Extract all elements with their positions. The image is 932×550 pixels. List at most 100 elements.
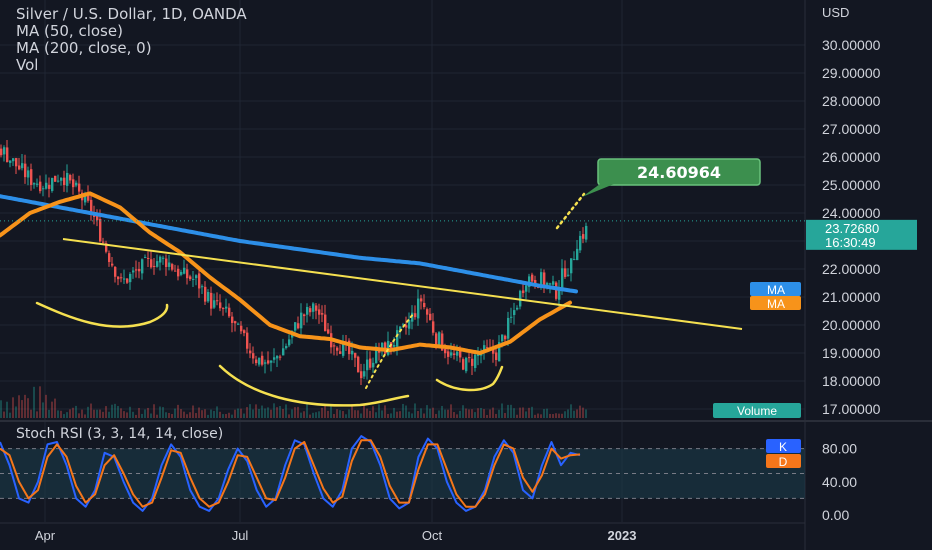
candle-body [546, 282, 549, 287]
volume-bar [195, 413, 197, 418]
candle-body [300, 312, 303, 329]
candle-body [264, 362, 267, 364]
volume-bar [21, 400, 23, 418]
candle-body [471, 358, 474, 366]
candle-body [450, 352, 453, 356]
candle-body [276, 355, 279, 359]
candle-body [561, 268, 564, 289]
volume-bar [249, 404, 251, 418]
volume-bar [66, 412, 68, 418]
candle-body [246, 332, 249, 349]
volume-bar [378, 404, 380, 418]
volume-bar [57, 410, 59, 418]
candle-body [210, 292, 213, 309]
candle-body [39, 181, 42, 192]
candle-body [168, 262, 171, 267]
candle-body [192, 278, 195, 280]
volume-bar [0, 400, 2, 418]
volume-bar [75, 405, 77, 418]
axis-unit-label[interactable]: USD [822, 5, 850, 20]
candle-body [555, 282, 558, 299]
volume-bar [150, 413, 152, 418]
candle-body [525, 285, 528, 292]
volume-bar [219, 411, 221, 418]
volume-bar [306, 403, 308, 418]
volume-legend[interactable]: Vol [16, 56, 39, 74]
volume-bar [99, 409, 101, 418]
candle-body [381, 342, 384, 352]
rsi-tick-label: 0.00 [822, 507, 849, 523]
candle-body [567, 274, 570, 276]
candle-body [90, 199, 93, 213]
candle-body [222, 308, 225, 310]
symbol-title[interactable]: Silver / U.S. Dollar, 1D, OANDA [16, 5, 247, 23]
candle-body [432, 321, 435, 333]
stoch-rsi-legend[interactable]: Stoch RSI (3, 3, 14, 14, close) [16, 426, 224, 442]
volume-bar [279, 405, 281, 418]
candle-body [87, 192, 90, 201]
candle-body [3, 147, 6, 155]
candle-body [372, 362, 375, 368]
volume-bar [357, 410, 359, 418]
volume-bar [393, 407, 395, 418]
candle-body [177, 268, 180, 277]
ma50-badge-text: MA [767, 297, 785, 311]
volume-bar [336, 409, 338, 418]
volume-bar [447, 409, 449, 418]
volume-bar [282, 408, 284, 418]
volume-bar [480, 407, 482, 418]
volume-bar [513, 408, 515, 418]
candle-body [375, 346, 378, 364]
volume-bar [120, 408, 122, 418]
volume-bar [471, 409, 473, 418]
volume-bar [96, 409, 98, 418]
volume-bar [405, 405, 407, 418]
volume-bar [468, 409, 470, 418]
ma50-legend[interactable]: MA (50, close) [16, 22, 123, 40]
candle-body [465, 357, 468, 372]
candle-body [435, 333, 438, 345]
candle-body [315, 305, 318, 311]
volume-bar [207, 414, 209, 418]
price-tick-label: 29.00000 [822, 65, 881, 81]
volume-bar [126, 412, 128, 418]
candle-body [144, 257, 147, 259]
volume-bar [138, 407, 140, 418]
candle-body [321, 313, 324, 315]
volume-bar [384, 405, 386, 418]
time-tick-label: Oct [422, 528, 443, 543]
volume-bar [441, 405, 443, 418]
candle-body [327, 329, 330, 334]
candle-body [357, 356, 360, 373]
candle-body [237, 323, 240, 325]
candle-body [129, 273, 132, 283]
volume-bar [462, 405, 464, 418]
ma200-badge-text: MA [767, 283, 785, 297]
volume-bar [285, 404, 287, 418]
candle-body [516, 307, 519, 310]
volume-bar [456, 414, 458, 418]
candle-body [30, 169, 33, 185]
candle-body [312, 303, 315, 312]
candle-body [342, 341, 345, 356]
candle-body [303, 314, 306, 317]
volume-bar [564, 411, 566, 418]
candle-body [180, 271, 183, 275]
candle-body [27, 170, 30, 178]
volume-bar [3, 411, 5, 418]
candle-body [258, 357, 261, 365]
volume-bar [537, 413, 539, 418]
ma200-legend[interactable]: MA (200, close, 0) [16, 39, 152, 57]
candle-body [414, 313, 417, 318]
candle-body [195, 275, 198, 279]
volume-bar [459, 410, 461, 418]
candle-body [570, 258, 573, 274]
volume-bar [159, 406, 161, 418]
volume-bar [573, 410, 575, 418]
volume-bar [27, 398, 29, 418]
candle-body [156, 261, 159, 267]
candle-body [267, 360, 270, 364]
candle-body [528, 276, 531, 287]
volume-bar [432, 407, 434, 418]
